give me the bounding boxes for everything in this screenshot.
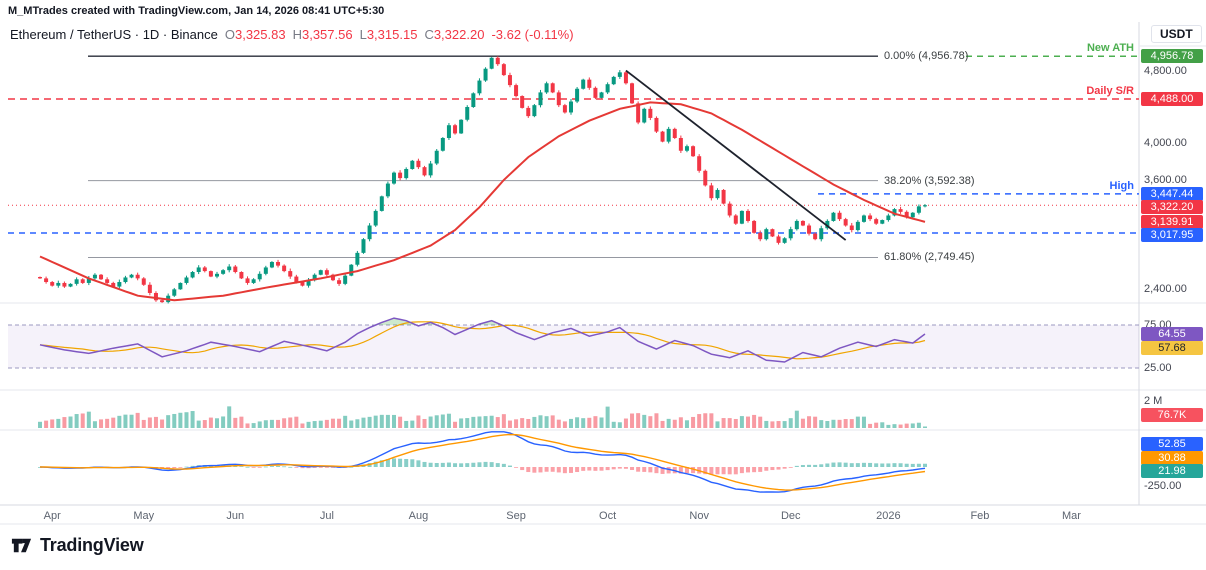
ohlc-key: H (292, 27, 302, 42)
pane-separators (0, 22, 1206, 525)
legend-change: -3.62 (-0.11%) (491, 27, 574, 42)
volume-bars (38, 406, 927, 428)
symbol-title[interactable]: Ethereum / TetherUS · 1D · Binance (10, 27, 218, 42)
tradingview-logo-icon (11, 538, 32, 553)
quote-currency-label[interactable]: USDT (1151, 25, 1202, 43)
ohlc-value: 3,315.15 (366, 27, 418, 42)
ohlc-key: L (359, 27, 367, 42)
rsi-pane (39, 317, 926, 363)
ohlc-key: O (224, 27, 235, 42)
rsi-band (8, 324, 1139, 369)
trendline (625, 69, 847, 241)
legend: Ethereum / TetherUS · 1D · Binance O3,325… (10, 27, 574, 42)
tradingview-wordmark: TradingView (40, 535, 144, 555)
ohlc-key: C (424, 27, 434, 42)
ohlc-value: 3,357.56 (301, 27, 353, 42)
attribution-text: M_MTrades created with TradingView.com, … (8, 5, 385, 17)
legend-ohlc: O3,325.83 H3,357.56 L3,315.15 C3,322.20 (218, 27, 485, 42)
price-levels (8, 55, 1139, 258)
footer-brand[interactable]: TradingView (10, 534, 144, 557)
ma-line (39, 101, 926, 302)
ohlc-value: 3,325.83 (234, 27, 286, 42)
macd-pane (38, 431, 927, 493)
ohlc-value: 3,322.20 (433, 27, 485, 42)
candlesticks (38, 56, 927, 304)
